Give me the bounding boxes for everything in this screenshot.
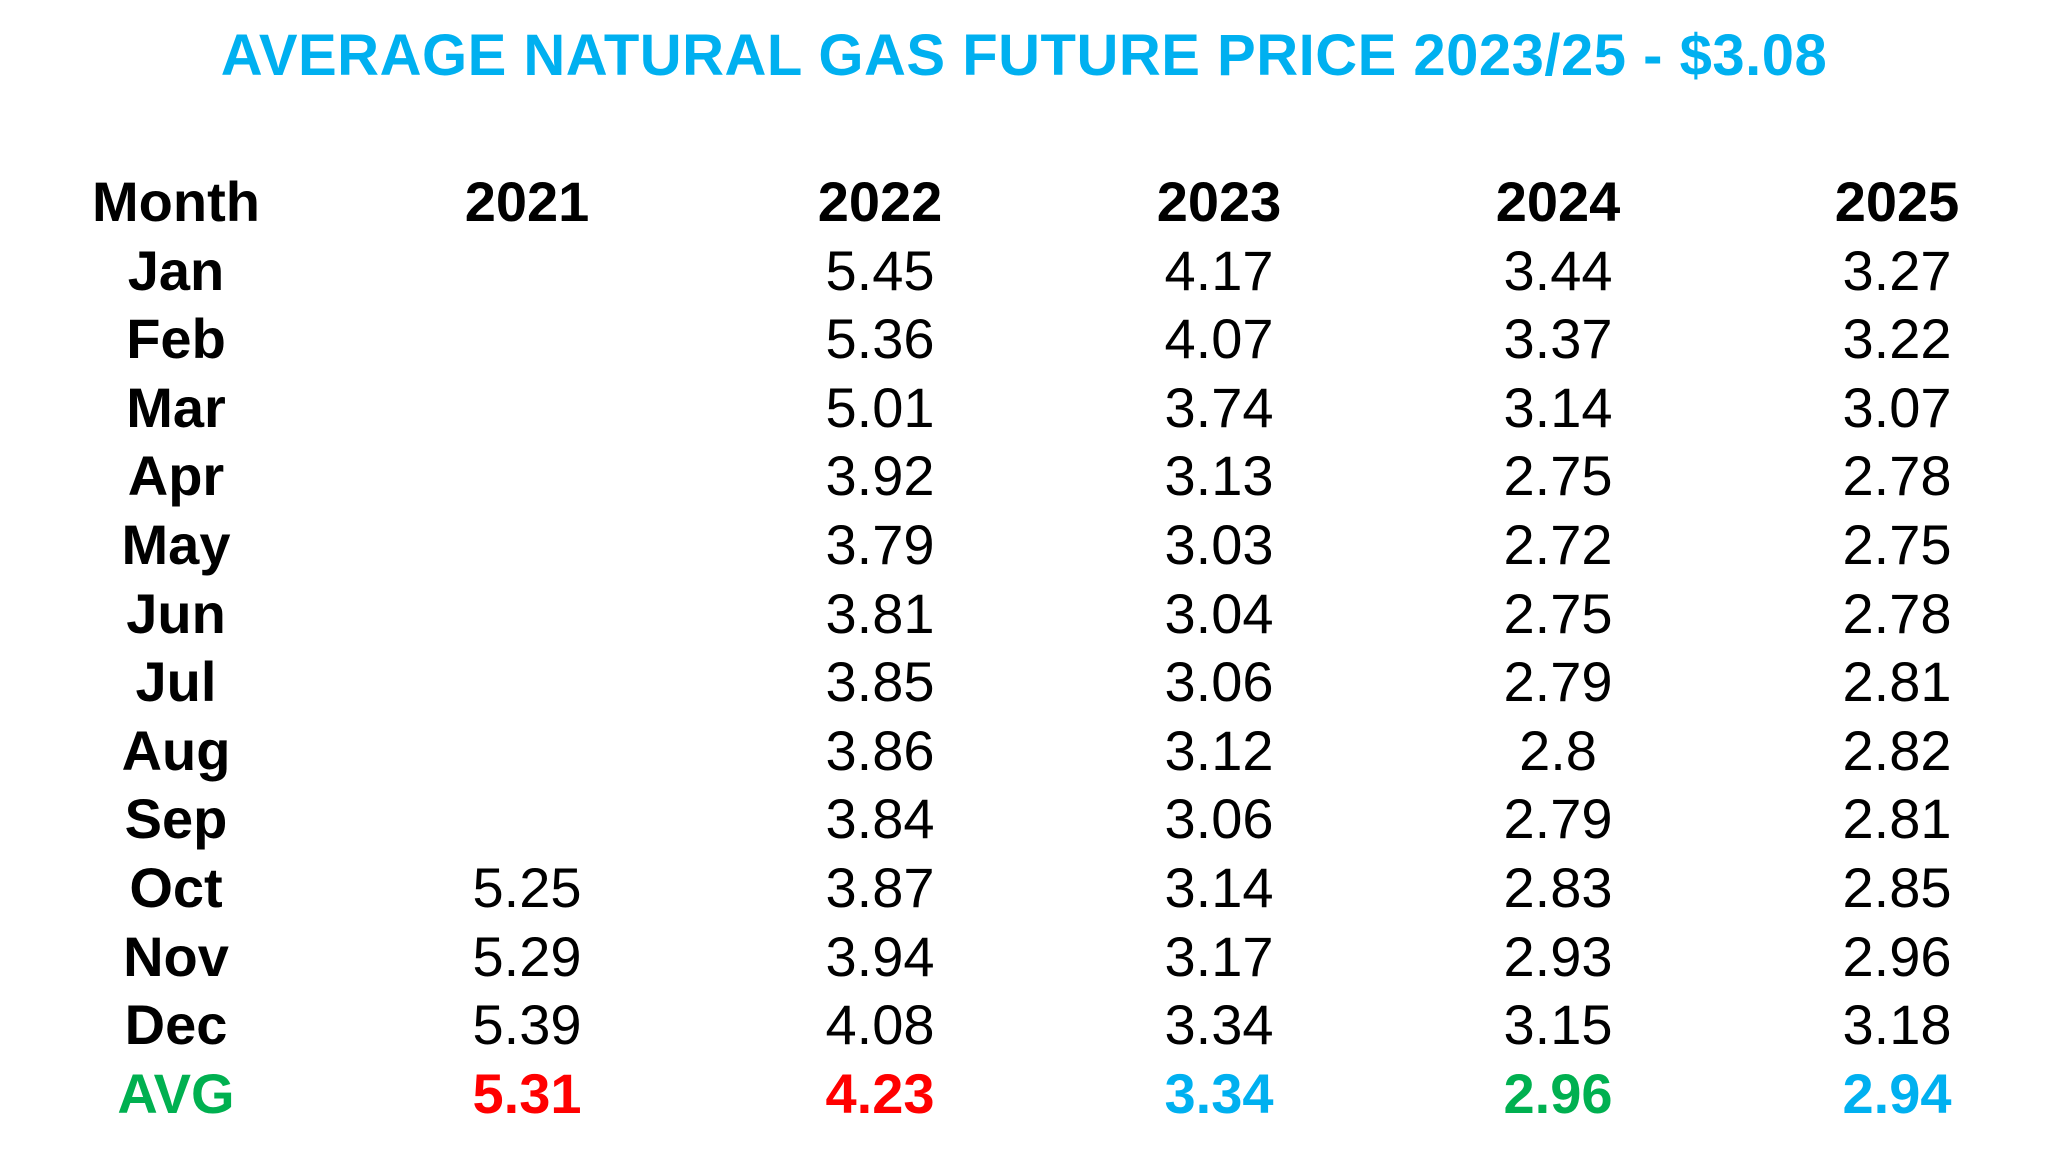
value-cell-2024: 2.79 bbox=[1503, 650, 1613, 714]
value-cell-2025: 3.07 bbox=[1842, 375, 1952, 439]
table-row: Jun 3.81 3.04 2.75 2.78 bbox=[60, 580, 1980, 649]
value-cell-2022: 3.87 bbox=[825, 855, 935, 919]
month-cell: Oct bbox=[129, 855, 223, 919]
value-cell-2025: 2.78 bbox=[1842, 581, 1952, 645]
value-cell-2024: 2.79 bbox=[1503, 787, 1613, 851]
value-cell-2023: 3.12 bbox=[1164, 718, 1274, 782]
table-header-row: Month 2021 2022 2023 2024 2025 bbox=[60, 168, 1980, 237]
table-row: Jul 3.85 3.06 2.79 2.81 bbox=[60, 648, 1980, 717]
table-body: Jan 5.45 4.17 3.44 3.27 Feb 5.36 4.07 3.37 3.22 Ma… bbox=[60, 237, 1980, 1060]
value-cell-2023: 3.14 bbox=[1164, 855, 1274, 919]
value-cell-2024: 2.93 bbox=[1503, 924, 1613, 988]
value-cell-2022: 3.94 bbox=[825, 924, 935, 988]
month-cell: Nov bbox=[123, 924, 229, 988]
value-cell-2023: 3.13 bbox=[1164, 444, 1274, 508]
value-cell-2025: 2.81 bbox=[1842, 787, 1952, 851]
value-cell-2023: 3.06 bbox=[1164, 787, 1274, 851]
value-cell-2021: 5.25 bbox=[472, 855, 582, 919]
month-cell: Jan bbox=[127, 238, 225, 302]
table-row: Aug 3.86 3.12 2.8 2.82 bbox=[60, 717, 1980, 786]
table-row: Apr 3.92 3.13 2.75 2.78 bbox=[60, 442, 1980, 511]
table-row: Nov 5.29 3.94 3.17 2.93 2.96 bbox=[60, 923, 1980, 992]
header-cell-2023: 2023 bbox=[1156, 170, 1282, 233]
value-cell-2025: 2.75 bbox=[1842, 512, 1952, 576]
table-row: Jan 5.45 4.17 3.44 3.27 bbox=[60, 237, 1980, 306]
header-cell-2021: 2021 bbox=[464, 170, 590, 233]
value-cell-2024: 3.37 bbox=[1503, 307, 1613, 371]
value-cell-2024: 2.8 bbox=[1519, 718, 1597, 782]
header-cell-2025: 2025 bbox=[1834, 170, 1960, 233]
price-table: Month 2021 2022 2023 2024 2025 Jan 5.45 4.… bbox=[60, 168, 1980, 1128]
value-cell-2022: 5.45 bbox=[825, 238, 935, 302]
value-cell-2023: 4.07 bbox=[1164, 307, 1274, 371]
value-cell-2025: 3.22 bbox=[1842, 307, 1952, 371]
value-cell-2022: 3.84 bbox=[825, 787, 935, 851]
value-cell-2023: 3.04 bbox=[1164, 581, 1274, 645]
header-cell-2024: 2024 bbox=[1495, 170, 1621, 233]
value-cell-2022: 3.85 bbox=[825, 650, 935, 714]
avg-value-2024: 2.96 bbox=[1503, 1061, 1613, 1125]
value-cell-2022: 3.79 bbox=[825, 512, 935, 576]
avg-value-2021: 5.31 bbox=[472, 1061, 582, 1125]
avg-value-2022: 4.23 bbox=[825, 1061, 935, 1125]
table-row: Dec 5.39 4.08 3.34 3.15 3.18 bbox=[60, 991, 1980, 1060]
value-cell-2025: 2.78 bbox=[1842, 444, 1952, 508]
table-row: May 3.79 3.03 2.72 2.75 bbox=[60, 511, 1980, 580]
month-cell: Dec bbox=[124, 993, 228, 1057]
value-cell-2024: 2.75 bbox=[1503, 444, 1613, 508]
table-row: Oct 5.25 3.87 3.14 2.83 2.85 bbox=[60, 854, 1980, 923]
avg-value-2025: 2.94 bbox=[1842, 1061, 1952, 1125]
value-cell-2024: 2.72 bbox=[1503, 512, 1613, 576]
value-cell-2022: 4.08 bbox=[825, 993, 935, 1057]
value-cell-2021: 5.39 bbox=[472, 993, 582, 1057]
value-cell-2025: 2.96 bbox=[1842, 924, 1952, 988]
value-cell-2022: 5.01 bbox=[825, 375, 935, 439]
header-cell-2022: 2022 bbox=[817, 170, 943, 233]
value-cell-2025: 2.82 bbox=[1842, 718, 1952, 782]
table-row: Mar 5.01 3.74 3.14 3.07 bbox=[60, 374, 1980, 443]
header-cell-month: Month bbox=[92, 170, 260, 233]
value-cell-2025: 2.81 bbox=[1842, 650, 1952, 714]
value-cell-2021: 5.29 bbox=[472, 924, 582, 988]
value-cell-2025: 2.85 bbox=[1842, 855, 1952, 919]
month-cell: Apr bbox=[127, 444, 225, 508]
value-cell-2023: 3.34 bbox=[1164, 993, 1274, 1057]
value-cell-2024: 3.15 bbox=[1503, 993, 1613, 1057]
page-title: AVERAGE NATURAL GAS FUTURE PRICE 2023/25… bbox=[220, 23, 1828, 88]
month-cell: Jul bbox=[135, 650, 217, 714]
value-cell-2024: 2.75 bbox=[1503, 581, 1613, 645]
value-cell-2024: 2.83 bbox=[1503, 855, 1613, 919]
value-cell-2023: 3.03 bbox=[1164, 512, 1274, 576]
value-cell-2023: 3.06 bbox=[1164, 650, 1274, 714]
month-cell: Mar bbox=[126, 375, 226, 439]
month-cell: Jun bbox=[126, 581, 226, 645]
value-cell-2022: 3.92 bbox=[825, 444, 935, 508]
avg-value-2023: 3.34 bbox=[1164, 1061, 1274, 1125]
avg-row: AVG 5.31 4.23 3.34 2.96 2.94 bbox=[60, 1060, 1980, 1129]
value-cell-2023: 3.17 bbox=[1164, 924, 1274, 988]
month-cell: May bbox=[121, 512, 231, 576]
value-cell-2025: 3.18 bbox=[1842, 993, 1952, 1057]
value-cell-2023: 4.17 bbox=[1164, 238, 1274, 302]
avg-label: AVG bbox=[117, 1061, 235, 1125]
value-cell-2022: 5.36 bbox=[825, 307, 935, 371]
value-cell-2022: 3.86 bbox=[825, 718, 935, 782]
value-cell-2025: 3.27 bbox=[1842, 238, 1952, 302]
table-row: Feb 5.36 4.07 3.37 3.22 bbox=[60, 305, 1980, 374]
month-cell: Sep bbox=[124, 787, 228, 851]
value-cell-2024: 3.44 bbox=[1503, 238, 1613, 302]
value-cell-2023: 3.74 bbox=[1164, 375, 1274, 439]
month-cell: Aug bbox=[121, 718, 231, 782]
value-cell-2022: 3.81 bbox=[825, 581, 935, 645]
value-cell-2024: 3.14 bbox=[1503, 375, 1613, 439]
month-cell: Feb bbox=[126, 307, 226, 371]
table-row: Sep 3.84 3.06 2.79 2.81 bbox=[60, 785, 1980, 854]
